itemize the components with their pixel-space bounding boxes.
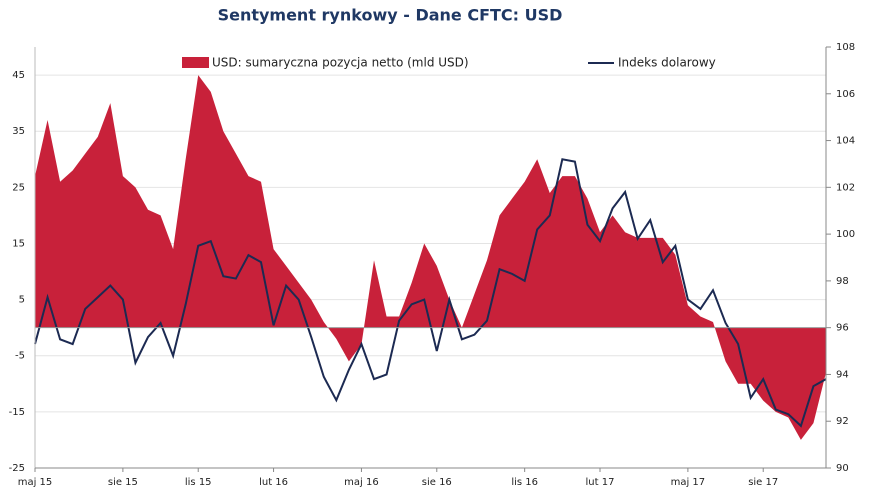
y-tick-label: 35 xyxy=(12,126,25,137)
line xyxy=(34,158,827,428)
y2-tick-label: 94 xyxy=(836,369,849,380)
x-tick-label: lut 17 xyxy=(586,477,615,488)
x-tick-label: maj 17 xyxy=(671,477,706,488)
y-tick-label: 5 xyxy=(19,295,25,306)
y2-tick-label: 90 xyxy=(836,463,849,474)
x-tick-label: sie 16 xyxy=(422,477,452,488)
x-tick-label: maj 16 xyxy=(344,477,379,488)
x-tick-label: lis 15 xyxy=(185,477,212,488)
y2-tick-label: 96 xyxy=(836,323,849,334)
y2-tick-label: 98 xyxy=(836,276,849,287)
chart-title: Sentyment rynkowy - Dane CFTC: USD xyxy=(218,6,563,25)
y2-tick-label: 106 xyxy=(836,89,855,100)
y-tick-label: 15 xyxy=(12,238,25,249)
y-tick-label: -25 xyxy=(9,463,25,474)
y2-tick-label: 92 xyxy=(836,416,849,427)
x-tick-label: maj 15 xyxy=(18,477,53,488)
y-tick-label: -15 xyxy=(9,407,25,418)
x-tick-label: lis 16 xyxy=(511,477,538,488)
x-tick-label: lut 16 xyxy=(259,477,288,488)
y2-tick-label: 108 xyxy=(836,42,855,53)
x-tick-label: sie 15 xyxy=(108,477,138,488)
legend-swatch xyxy=(182,57,209,68)
y2-tick-label: 104 xyxy=(836,136,855,147)
legend-label: USD: sumaryczna pozycja netto (mld USD) xyxy=(212,56,469,70)
area xyxy=(35,75,826,440)
y-tick-label: 45 xyxy=(12,70,25,81)
legend-label: Indeks dolarowy xyxy=(618,56,716,70)
y2-tick-label: 102 xyxy=(836,182,855,193)
y-tick-label: -5 xyxy=(15,351,25,362)
y2-tick-label: 100 xyxy=(836,229,855,240)
x-tick-label: sie 17 xyxy=(748,477,778,488)
y-tick-label: 25 xyxy=(12,182,25,193)
